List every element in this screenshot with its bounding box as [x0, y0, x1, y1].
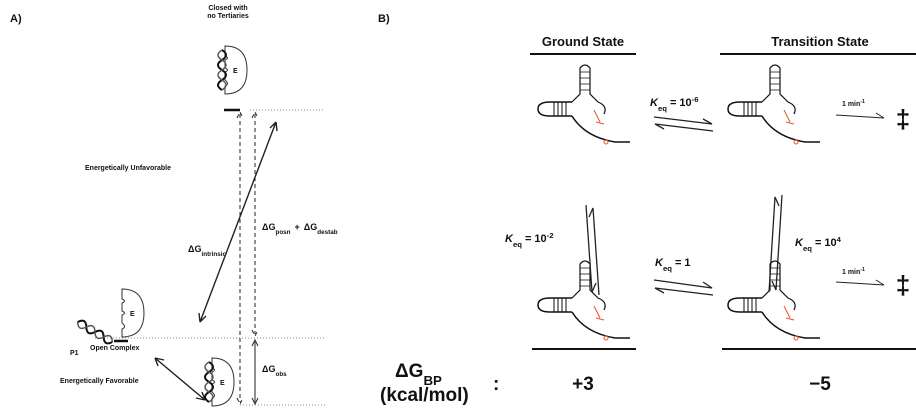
equilibrium-arrow [653, 279, 714, 296]
bound-complex: E [204, 357, 235, 407]
use-shape [217, 49, 227, 91]
symbol: ΔG [262, 364, 275, 374]
rate-arrow [835, 279, 885, 286]
use-shape [204, 361, 214, 403]
relation: = 10 [670, 97, 692, 109]
colon: : [493, 374, 499, 395]
p1-helix [74, 317, 116, 347]
annotation: Energetically Unfavorable [85, 165, 171, 172]
transition-symbol: ‡ [896, 104, 910, 134]
state-title: no Tertiaries [207, 13, 249, 20]
rna-transition [727, 260, 821, 341]
keq-label: Keq = 1 [655, 257, 691, 273]
equilibrium-arrow [768, 194, 783, 293]
superscript: -1 [860, 267, 865, 273]
symbol: ΔG [262, 222, 275, 232]
p1-label: P1 [70, 350, 79, 357]
transition-symbol: ‡ [896, 270, 910, 300]
subscript: BP [423, 373, 442, 388]
symbol: ΔG [188, 244, 201, 254]
relation: = 1 [675, 257, 691, 269]
state-title: Open Complex [90, 345, 140, 352]
k: K [650, 97, 659, 109]
equilibrium-arrow [585, 204, 600, 296]
dg-label: ΔGintrinsic [188, 244, 226, 258]
superscript: -1 [860, 99, 865, 105]
closed-complex: E [217, 45, 248, 95]
arrow [154, 357, 206, 401]
keq-label: Keq = 10-2 [505, 231, 554, 249]
dashed-arrow [251, 110, 259, 338]
superscript: 4 [837, 235, 842, 244]
k: K [795, 237, 804, 249]
rna-ground [537, 260, 631, 341]
subscript: eq [663, 264, 672, 273]
dg-bp-label: ΔGBP [395, 361, 442, 388]
keq-label: Keq = 104 [795, 235, 842, 253]
subscript: eq [513, 240, 522, 249]
dg-value: −5 [809, 374, 831, 395]
state-title: Closed with [208, 5, 247, 12]
enzyme-label: E [233, 68, 238, 75]
relation: = 10 [815, 237, 837, 249]
dg-value: +3 [572, 374, 594, 395]
k: K [505, 233, 514, 245]
subscript: eq [803, 244, 812, 253]
panel-label: A) [10, 13, 22, 25]
superscript: -6 [692, 95, 699, 104]
panel-label: B) [378, 13, 390, 25]
column-title: Transition State [771, 34, 869, 49]
arrow [251, 338, 259, 406]
subscript: posn [275, 229, 290, 236]
keq-label: Keq = 10-6 [650, 95, 699, 113]
units: (kcal/mol) [380, 385, 469, 406]
subscript: eq [658, 104, 667, 113]
subscript: intrinsic [201, 251, 226, 258]
open-complex: E [121, 288, 145, 338]
column-title: Ground State [542, 34, 624, 49]
rate: 1 min [842, 101, 860, 108]
symbol: ΔG [304, 222, 317, 232]
equilibrium-arrow [653, 116, 714, 132]
arrow [198, 121, 278, 323]
rate-arrow [835, 112, 885, 119]
superscript: -2 [547, 231, 554, 240]
annotation: Energetically Favorable [60, 378, 139, 385]
symbol: ΔG [395, 361, 423, 382]
enzyme-label: E [220, 380, 225, 387]
dashed-arrow [236, 110, 244, 406]
rate: 1 min [842, 269, 860, 276]
plus: + [295, 222, 300, 232]
subscript: obs [275, 371, 287, 378]
rate-label: 1 min-1 [842, 267, 865, 276]
rate-label: 1 min-1 [842, 99, 865, 108]
enzyme-label: E [130, 311, 135, 318]
relation: = 10 [525, 233, 547, 245]
dg-label: ΔGposn + ΔGdestab [262, 222, 338, 236]
k: K [655, 257, 664, 269]
dg-label: ΔGobs [262, 364, 287, 378]
subscript: destab [317, 229, 337, 236]
rna-transition [727, 64, 821, 145]
rna-ground [537, 64, 631, 145]
